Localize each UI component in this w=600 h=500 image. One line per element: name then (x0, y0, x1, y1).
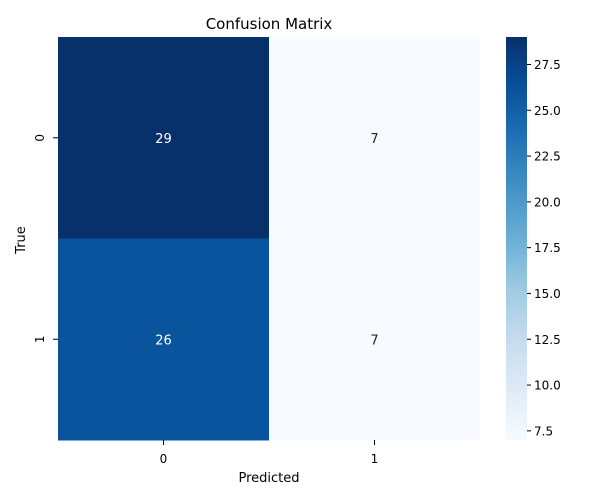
colorbar: 7.5 10.0 12.5 15.0 17.5 20.0 22.5 25.0 27.5 (506, 37, 561, 440)
y-axis: 01 (33, 134, 58, 343)
heatmap-cell (269, 238, 481, 441)
heatmap-cell (58, 238, 270, 441)
heatmap-cell (269, 37, 481, 239)
cell-value-label: 7 (370, 132, 378, 147)
x-tick-label: 1 (371, 452, 379, 466)
cell-value-label: 7 (370, 333, 378, 348)
y-tick-label: 0 (33, 134, 47, 142)
heatmap-cell (58, 37, 270, 239)
cell-value-label: 29 (155, 132, 172, 147)
colorbar-tick-label: 17.5 (534, 241, 561, 255)
colorbar-tick-label: 20.0 (534, 195, 561, 209)
colorbar-tick-label: 27.5 (534, 58, 561, 72)
colorbar-tick-label: 7.5 (534, 424, 553, 438)
colorbar-tick-label: 25.0 (534, 104, 561, 118)
y-tick-label: 1 (33, 335, 47, 343)
heatmap-cell-labels: 29 7 26 7 (155, 132, 378, 349)
cell-value-label: 26 (155, 333, 172, 348)
colorbar-gradient (506, 37, 527, 440)
x-axis-label: Predicted (238, 471, 299, 486)
y-axis-label: True (14, 226, 29, 255)
colorbar-tick-label: 22.5 (534, 150, 561, 164)
colorbar-tick-label: 10.0 (534, 379, 561, 393)
colorbar-ticks: 7.5 10.0 12.5 15.0 17.5 20.0 22.5 25.0 27.5 (527, 58, 561, 438)
colorbar-tick-label: 15.0 (534, 287, 561, 301)
heatmap-cells (58, 37, 481, 441)
colorbar-tick-label: 12.5 (534, 333, 561, 347)
x-tick-label: 0 (160, 452, 168, 466)
chart-title: Confusion Matrix (206, 15, 333, 33)
